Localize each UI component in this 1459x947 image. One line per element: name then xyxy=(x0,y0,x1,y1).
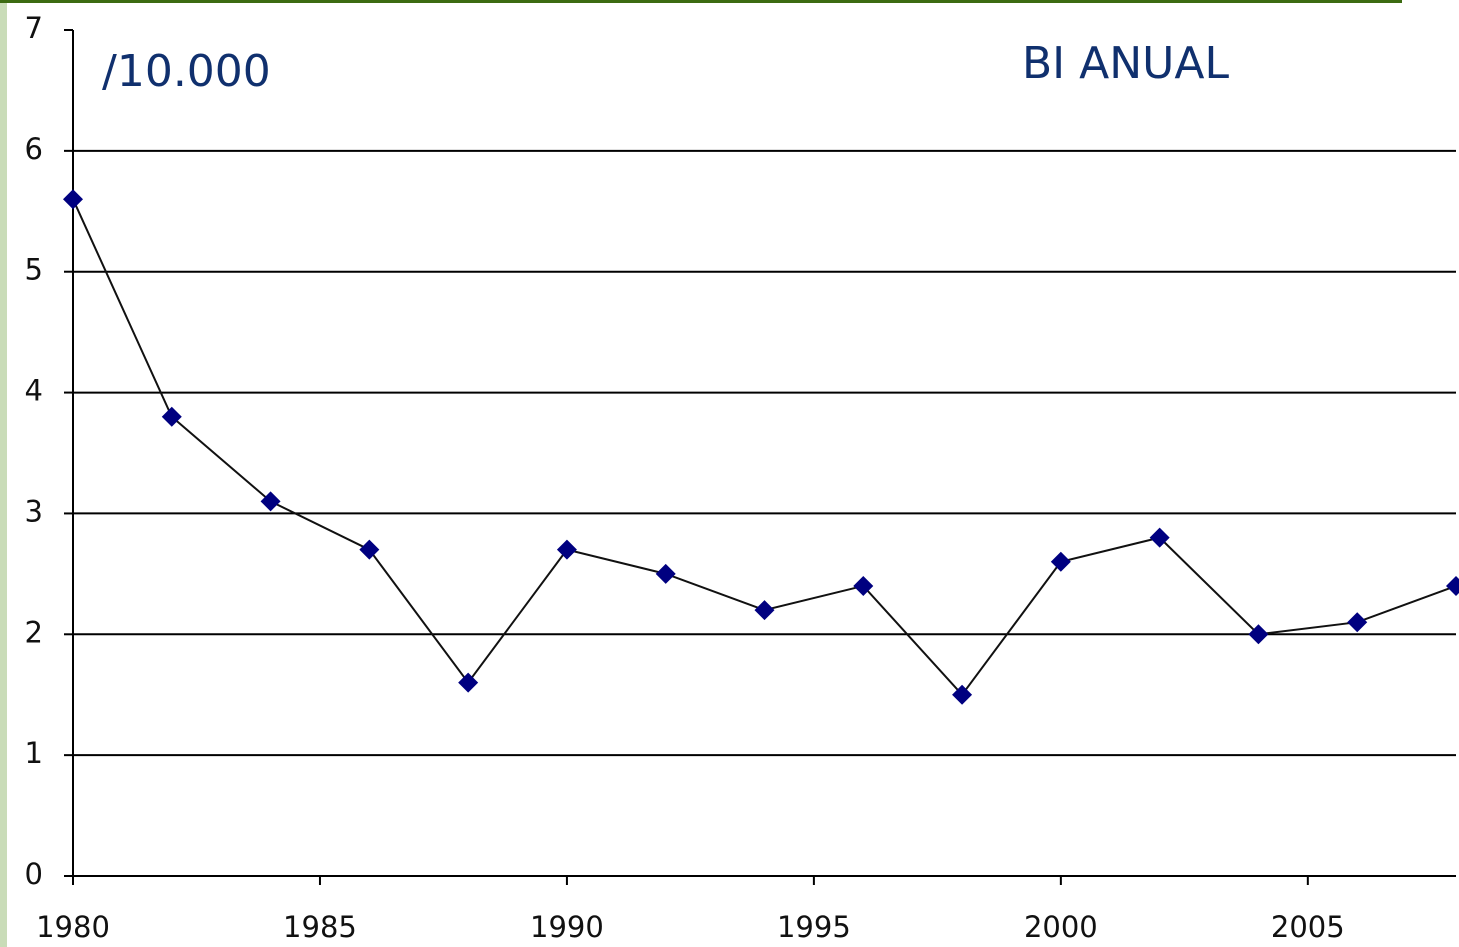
marker xyxy=(63,189,83,210)
marker xyxy=(1149,527,1170,548)
x-tick-label: 1995 xyxy=(777,910,851,944)
marker xyxy=(853,575,874,596)
x-tick-label: 1980 xyxy=(36,910,110,944)
y-tick-label: 3 xyxy=(25,494,43,528)
top-bar xyxy=(0,0,1402,3)
marker xyxy=(952,684,973,705)
marker xyxy=(1248,624,1269,645)
marker xyxy=(1446,575,1459,596)
marker xyxy=(359,539,380,560)
marker xyxy=(655,563,676,584)
x-tick-label: 2000 xyxy=(1024,910,1098,944)
marker xyxy=(458,672,479,693)
y-tick-label: 6 xyxy=(25,132,43,166)
marker xyxy=(1050,551,1071,572)
y-tick-label: 1 xyxy=(25,736,43,770)
y-tick-label: 0 xyxy=(25,857,43,891)
x-tick-label: 2005 xyxy=(1271,910,1345,944)
marker xyxy=(260,491,281,512)
annotation: BI ANUAL xyxy=(1022,38,1229,89)
side-strip xyxy=(0,0,7,947)
marker xyxy=(754,600,775,621)
x-tick-label: 1985 xyxy=(283,910,357,944)
annotation: /10.000 xyxy=(102,46,271,97)
marker xyxy=(556,539,577,560)
y-tick-label: 7 xyxy=(25,11,43,45)
y-tick-label: 5 xyxy=(25,253,43,287)
marker xyxy=(1347,612,1368,633)
y-tick-label: 4 xyxy=(25,374,43,408)
y-tick-label: 2 xyxy=(25,615,43,649)
x-tick-label: 1990 xyxy=(530,910,604,944)
marker xyxy=(161,406,182,427)
